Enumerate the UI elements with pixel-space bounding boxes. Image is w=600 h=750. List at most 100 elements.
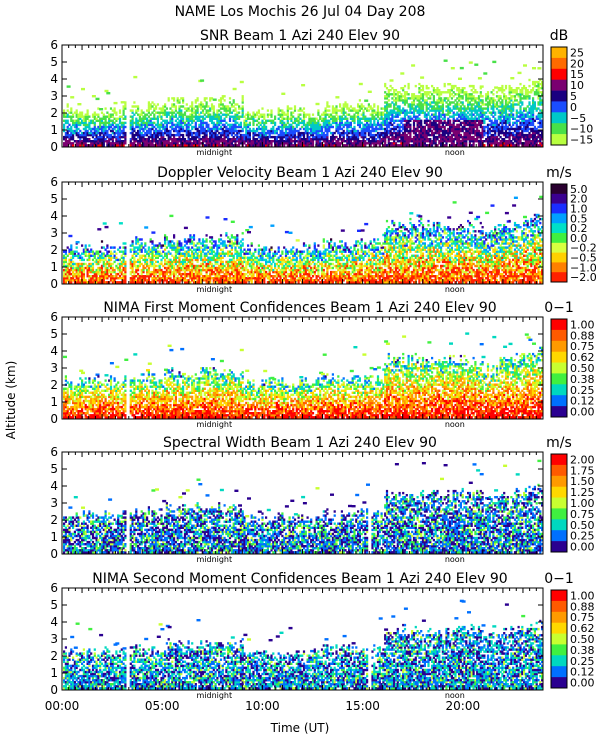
heatmap-cell xyxy=(149,103,152,106)
heatmap-cell xyxy=(88,121,91,125)
heatmap-cell xyxy=(182,133,185,137)
heatmap-cell xyxy=(66,113,69,116)
heatmap-cell xyxy=(102,135,105,139)
heatmap-cell xyxy=(221,103,224,106)
heatmap-cell xyxy=(133,129,136,133)
heatmap-cell xyxy=(79,133,82,137)
heatmap-cell xyxy=(111,131,114,135)
heatmap-cell xyxy=(158,125,161,129)
heatmap-cell xyxy=(100,117,104,120)
heatmap-cell xyxy=(218,121,221,125)
heatmap-cell xyxy=(88,133,91,137)
heatmap-cell xyxy=(292,111,295,114)
heatmap-cell xyxy=(210,135,214,139)
heatmap-cell xyxy=(124,262,127,266)
heatmap-cell xyxy=(212,123,215,127)
heatmap-cell xyxy=(198,135,201,139)
heatmap-cell xyxy=(82,133,85,137)
heatmap-cell xyxy=(156,123,159,127)
heatmap-cell xyxy=(198,117,201,120)
heatmap-cell xyxy=(75,133,78,137)
heatmap-cells xyxy=(63,59,544,147)
heatmap-cell xyxy=(64,131,67,135)
heatmap-cell xyxy=(122,105,125,108)
heatmap-cell xyxy=(111,138,114,141)
heatmap-cell xyxy=(156,103,159,106)
heatmap-cell xyxy=(144,144,147,147)
heatmap-cell xyxy=(118,125,122,129)
heatmap-cell xyxy=(133,140,136,143)
heatmap-cell xyxy=(88,258,91,262)
heatmap-cell xyxy=(470,107,473,110)
heatmap-cell xyxy=(88,119,91,122)
heatmap-cell xyxy=(517,87,520,90)
heatmap-cell xyxy=(189,142,192,145)
heatmap-cell xyxy=(167,111,170,114)
heatmap-cell xyxy=(72,131,75,135)
heatmap-cell xyxy=(79,121,82,125)
heatmap-cell xyxy=(219,131,223,135)
heatmap-cell xyxy=(115,252,118,255)
heatmap-cell xyxy=(86,123,89,127)
heatmap-cell xyxy=(153,138,156,141)
heatmap-cell xyxy=(138,133,141,137)
heatmap-cell xyxy=(70,111,73,114)
heatmap-cell xyxy=(142,119,145,122)
heatmap-cell xyxy=(137,113,140,116)
heatmap-cell xyxy=(149,142,152,145)
heatmap-cell xyxy=(277,117,280,120)
heatmap-cell xyxy=(191,121,194,125)
heatmap-cell xyxy=(147,127,150,131)
heatmap-cell xyxy=(118,117,122,120)
heatmap-cell xyxy=(106,142,109,145)
heatmap-cell xyxy=(209,133,212,137)
heatmap-cell xyxy=(137,131,140,135)
heatmap-cell xyxy=(81,244,84,247)
heatmap-cell xyxy=(194,135,197,139)
heatmap-cell xyxy=(137,133,140,137)
heatmap-cell xyxy=(108,135,111,139)
heatmap-cell xyxy=(196,117,199,120)
heatmap-cell xyxy=(470,84,473,88)
heatmap-cell xyxy=(445,142,448,145)
heatmap-cell xyxy=(140,140,143,143)
heatmap-cell xyxy=(140,135,143,139)
heatmap-cell xyxy=(64,258,67,262)
heatmap-cell xyxy=(218,103,221,106)
heatmap-cell xyxy=(171,97,174,100)
heatmap-cell xyxy=(146,117,149,120)
heatmap-cell xyxy=(140,138,143,141)
heatmap-cell xyxy=(205,105,208,108)
heatmap-cell xyxy=(84,248,87,251)
heatmap-cell xyxy=(173,140,176,143)
heatmap-cell xyxy=(171,140,174,143)
heatmap-cell xyxy=(210,121,214,125)
heatmap-cell xyxy=(111,135,114,139)
heatmap-cell xyxy=(427,111,430,114)
heatmap-cell xyxy=(241,107,244,110)
heatmap-cell xyxy=(191,133,194,137)
heatmap-cell xyxy=(331,105,334,108)
heatmap-cell xyxy=(82,144,85,147)
heatmap-cell xyxy=(274,117,277,120)
heatmap-cell xyxy=(88,244,91,247)
heatmap-cell xyxy=(124,115,127,118)
heatmap-cell xyxy=(100,135,104,139)
heatmap-cell xyxy=(221,138,224,141)
heatmap-cell xyxy=(187,107,190,110)
heatmap-cell xyxy=(191,111,194,114)
heatmap-cell xyxy=(75,140,78,143)
heatmap-cell xyxy=(486,115,490,118)
heatmap-cell xyxy=(212,142,215,145)
heatmap-cell xyxy=(153,107,156,110)
heatmap-cell xyxy=(198,142,201,145)
heatmap-cell xyxy=(174,127,177,131)
heatmap-cell xyxy=(131,123,134,127)
heatmap-cell xyxy=(452,87,455,90)
heatmap-cell xyxy=(248,121,251,125)
heatmap-cell xyxy=(176,144,179,147)
heatmap-cell xyxy=(118,127,122,131)
heatmap-cell xyxy=(182,113,185,116)
heatmap-cell xyxy=(153,109,156,112)
heatmap-cell xyxy=(212,121,215,125)
